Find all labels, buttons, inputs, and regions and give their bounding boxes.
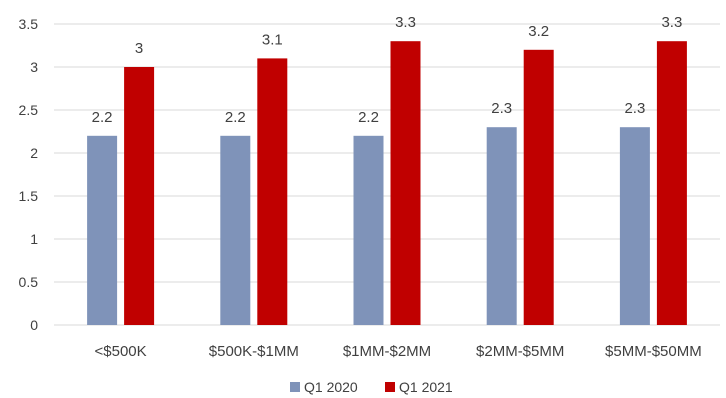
data-label: 3.3 (395, 14, 416, 31)
bar-q1-2020 (619, 127, 650, 325)
bar-q1-2020 (87, 135, 118, 325)
bar-q1-2021 (390, 41, 421, 325)
category-label: <$500K (95, 343, 147, 360)
category-label: $1MM-$2MM (343, 343, 431, 360)
data-labels: 2.2 3 2.2 3.1 2.2 3.3 2.3 3.2 2.3 3.3 (92, 14, 683, 126)
y-tick-label: 2.5 (19, 102, 39, 118)
category-label: $2MM-$5MM (476, 343, 564, 360)
legend-swatch (385, 382, 395, 392)
bar-q1-2020 (220, 135, 251, 325)
legend-label: Q1 2020 (304, 379, 358, 395)
bar-q1-2020 (353, 135, 384, 325)
y-tick-label: 0.5 (19, 274, 39, 290)
legend-swatch (290, 382, 300, 392)
data-label: 2.3 (624, 100, 645, 117)
bar-q1-2021 (656, 41, 687, 325)
y-tick-label: 1 (30, 231, 38, 247)
data-label: 3.1 (262, 31, 283, 48)
legend: Q1 2020 Q1 2021 (290, 379, 453, 395)
category-label: $5MM-$50MM (605, 343, 702, 360)
y-tick-label: 3.5 (19, 16, 39, 32)
y-tick-label: 2 (30, 145, 38, 161)
bar-q1-2021 (523, 49, 554, 326)
grid-lines (54, 23, 720, 326)
data-label: 3 (135, 40, 143, 57)
data-label: 2.2 (92, 109, 113, 126)
y-tick-label: 1.5 (19, 188, 39, 204)
data-label: 2.2 (225, 109, 246, 126)
bar-q1-2020 (486, 127, 517, 325)
y-tick-label: 0 (30, 317, 38, 333)
data-label: 3.2 (528, 23, 549, 40)
bars (87, 41, 687, 326)
bar-q1-2021 (257, 58, 288, 326)
y-axis-ticks: 0 0.5 1 1.5 2 2.5 3 3.5 (19, 16, 39, 333)
data-label: 2.2 (358, 109, 379, 126)
y-tick-label: 3 (30, 59, 38, 75)
bar-q1-2021 (124, 67, 155, 325)
data-label: 2.3 (491, 100, 512, 117)
data-label: 3.3 (661, 14, 682, 31)
category-labels: <$500K $500K-$1MM $1MM-$2MM $2MM-$5MM $5MM-$… (95, 343, 702, 360)
category-label: $500K-$1MM (209, 343, 299, 360)
legend-label: Q1 2021 (399, 379, 453, 395)
